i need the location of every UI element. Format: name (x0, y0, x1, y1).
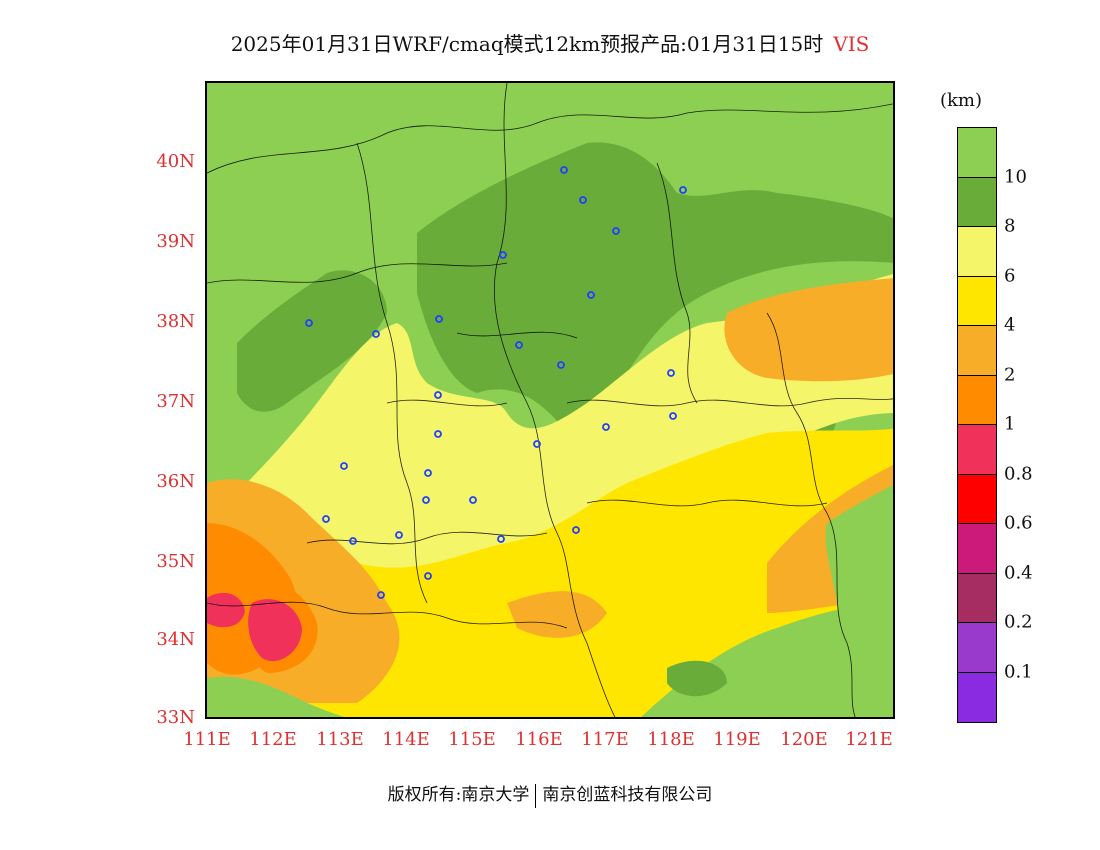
legend-label: 0.1 (1004, 661, 1033, 682)
legend-label: 0.6 (1004, 512, 1033, 534)
legend-swatch (958, 326, 996, 376)
legend-swatch (958, 524, 996, 574)
legend-label: 2 (1004, 364, 1016, 385)
visibility-field (207, 83, 893, 717)
lat-tick-label: 39N (156, 231, 195, 252)
legend-swatch (958, 276, 996, 326)
lat-tick-label: 34N (156, 629, 195, 650)
legend-swatch (958, 672, 996, 722)
lon-tick-label: 121E (845, 729, 893, 750)
lon-tick-label: 113E (316, 729, 364, 750)
legend-label: 6 (1004, 265, 1016, 286)
copyright-right: 南京创蓝科技有限公司 (542, 785, 713, 805)
legend-label: 4 (1004, 314, 1016, 336)
lat-tick-label: 38N (156, 311, 195, 332)
legend-swatch (958, 425, 996, 475)
lon-tick-label: 120E (780, 729, 828, 750)
lon-tick-label: 117E (581, 729, 629, 750)
legend-label: 0.4 (1004, 562, 1033, 583)
legend-label: 1 (1004, 413, 1016, 435)
lon-tick-label: 119E (713, 729, 761, 750)
lat-tick-label: 40N (156, 151, 195, 172)
lat-tick-label: 35N (156, 551, 195, 572)
legend-swatch (958, 177, 996, 227)
legend-unit: (km) (940, 90, 983, 111)
lat-tick-label: 33N (156, 707, 195, 728)
title-main: 2025年01月31日WRF/cmaq模式12km预报产品:01月31日15时 (230, 32, 824, 56)
lon-tick-label: 112E (249, 729, 297, 750)
lon-tick-label: 111E (183, 729, 231, 750)
lat-tick-label: 37N (156, 391, 195, 412)
legend-swatch (958, 128, 996, 178)
legend-label: 8 (1004, 215, 1016, 237)
visibility-map (205, 81, 895, 719)
copyright-footer: 版权所有:南京大学 南京创蓝科技有限公司 (0, 780, 1100, 808)
color-legend (957, 127, 997, 723)
legend-swatch (958, 573, 996, 623)
legend-label: 0.8 (1004, 463, 1033, 484)
lat-tick-label: 36N (156, 471, 195, 492)
legend-label: 0.2 (1004, 611, 1033, 633)
copyright-left: 版权所有:南京大学 (387, 785, 530, 805)
legend-swatch (958, 474, 996, 524)
lon-tick-label: 116E (515, 729, 563, 750)
legend-swatch (958, 375, 996, 425)
title-variable: VIS (833, 32, 870, 56)
lon-tick-label: 114E (382, 729, 430, 750)
copyright-divider (535, 783, 537, 808)
legend-swatch (958, 623, 996, 673)
lon-tick-label: 115E (448, 729, 496, 750)
legend-label: 10 (1004, 166, 1027, 187)
legend-swatch (958, 227, 996, 277)
map-title: 2025年01月31日WRF/cmaq模式12km预报产品:01月31日15时 V… (0, 28, 1100, 57)
lon-tick-label: 118E (647, 729, 695, 750)
